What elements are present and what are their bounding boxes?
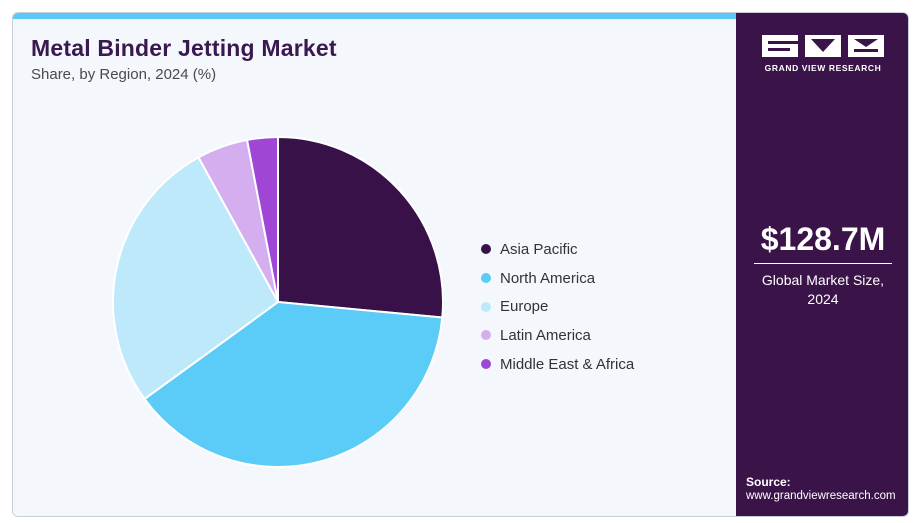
legend-item-europe: Europe — [481, 292, 634, 321]
legend-label-middle-east-africa: Middle East & Africa — [500, 355, 635, 373]
pie-slice-north-america — [143, 300, 444, 468]
legend-swatch-asia-pacific — [481, 244, 491, 255]
legend-item-asia-pacific: Asia Pacific — [481, 235, 634, 264]
legend-swatch-europe — [481, 301, 491, 312]
legend-item-middle-east-africa: Middle East & Africa — [481, 350, 634, 379]
market-size-caption-line1: Global Market Size, — [761, 272, 885, 288]
pie-slice-europe — [112, 156, 280, 401]
logo-mark-icon — [762, 35, 884, 57]
chart-title: Metal Binder Jetting Market — [31, 35, 337, 61]
chart-legend: Asia Pacific North America Europe Latin Ame… — [481, 235, 634, 378]
brand-logo: GRAND VIEW RESEARCH — [762, 35, 884, 73]
legend-label-europe: Europe — [500, 298, 549, 316]
legend-item-north-america: North America — [481, 264, 634, 293]
legend-swatch-north-america — [481, 273, 491, 284]
market-size-value: $128.7M — [760, 221, 886, 257]
pie-slice-middle-east-africa — [245, 135, 279, 303]
logo-text: GRAND VIEW RESEARCH — [764, 63, 882, 73]
accent-bar — [13, 13, 736, 19]
legend-label-north-america: North America — [500, 269, 596, 287]
pie-slice-asia-pacific — [277, 135, 444, 319]
legend-swatch-latin-america — [481, 330, 491, 341]
market-size-caption: Global Market Size, 2024 — [736, 271, 908, 309]
source-label: Source: — [746, 475, 791, 489]
pie-chart — [112, 135, 444, 468]
infographic-card: Metal Binder Jetting Market Share, by Re… — [12, 12, 909, 517]
legend-item-latin-america: Latin America — [481, 321, 634, 350]
chart-panel: Metal Binder Jetting Market Share, by Re… — [13, 13, 736, 516]
summary-sidebar: GRAND VIEW RESEARCH $128.7M Global Marke… — [736, 13, 908, 516]
source-url[interactable]: www.grandviewresearch.com — [746, 490, 896, 502]
market-size-caption-line2: 2024 — [807, 291, 839, 307]
legend-swatch-middle-east-africa — [481, 359, 491, 370]
legend-label-asia-pacific: Asia Pacific — [500, 240, 578, 258]
legend-label-latin-america: Latin America — [500, 326, 591, 344]
divider — [754, 263, 892, 264]
chart-subtitle: Share, by Region, 2024 (%) — [31, 66, 217, 83]
